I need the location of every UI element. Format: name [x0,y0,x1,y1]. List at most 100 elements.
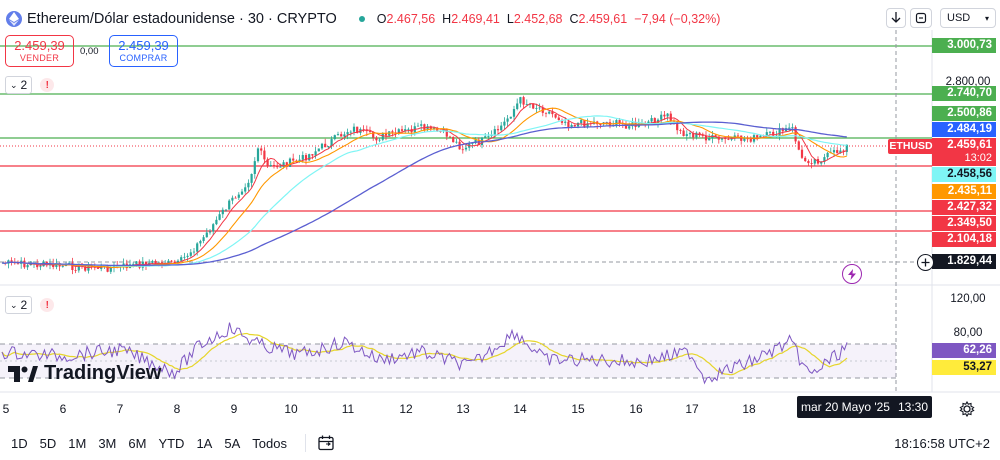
price-axis-label: 13:02 [932,151,996,166]
timeframe-bar: 1D 5D 1M 3M 6M YTD 1A 5A Todos 18:16:58 UTC+2 [0,426,1000,460]
rsi-axis-tick: 120,00 [950,293,986,305]
toolbar-divider [304,434,306,452]
clock[interactable]: 18:16:58 UTC+2 [894,435,990,451]
timeframe-1m[interactable]: 1M [68,435,87,451]
candle-body [509,116,512,119]
candle-body [532,103,535,109]
price-axis-label: 3.000,73 [932,38,996,53]
warning-icon[interactable]: ! [40,78,55,92]
candle-body [39,266,42,268]
timeframe-ytd[interactable]: YTD [158,435,185,451]
rsi-indicator-count: 2 [20,298,28,312]
candle-body [455,141,458,143]
symbol-title[interactable]: Ethereum/Dólar estadounidense · 30 · CRY… [27,11,337,27]
candle-body [445,128,448,137]
candle-body [807,161,810,164]
time-axis-tick: 5 [2,402,10,416]
candle-body [202,237,205,241]
candle-body [650,118,653,122]
timeframe-5d[interactable]: 5D [39,435,57,451]
candle-body [308,154,311,161]
candle-body [381,133,384,140]
rsi-ma-line [1,332,848,376]
candle-body [663,114,666,117]
candle-body [404,129,407,131]
candle-body [330,139,333,147]
candle-body [135,261,138,264]
candle-body [768,131,772,133]
candle-body [800,149,804,158]
download-arrow-icon[interactable] [886,8,906,28]
brand-name: TradingView [44,362,162,384]
candle-body [484,136,487,138]
timeframe-todos[interactable]: Todos [252,435,287,451]
candle-body [695,132,698,138]
timeframe-1d[interactable]: 1D [11,435,28,451]
candle-body [772,131,775,136]
ohlc-high-value: 2.469,41 [451,12,500,26]
candle-body [669,113,672,121]
candle-body [173,261,176,264]
candle-body [442,128,445,132]
timeframe-1a[interactable]: 1A [196,435,213,451]
price-change: −7,94 (−0,32%) [634,12,721,26]
candle-body [586,123,589,127]
timeframe-5a[interactable]: 5A [224,435,241,451]
candle-body [170,260,173,262]
candle-body [416,125,420,127]
rsi-indicators-toggle[interactable]: ⌄ 2 ! [5,296,55,314]
candle-body [599,124,602,125]
ma-long-line [1,121,847,267]
sell-button[interactable]: 2.459,39 VENDER [5,35,74,67]
candle-body [212,224,215,232]
candle-body [61,266,64,267]
candle-body [724,137,727,139]
candle-body [464,147,468,150]
candle-body [746,138,749,140]
timeframe-3m[interactable]: 3M [98,435,117,451]
add-alert-plus-icon[interactable] [917,254,934,271]
candle-body [279,166,282,168]
date-range-calendar-icon[interactable] [316,433,336,453]
warning-icon[interactable]: ! [40,298,55,312]
candle-body [23,260,26,268]
candle-body [26,265,29,268]
price-indicators-toggle[interactable]: ⌄ 2 ! [5,76,55,94]
ohlc-open-label: O [376,12,387,26]
candle-body [263,150,266,160]
candle-body [496,129,500,131]
ohlc-open-value: 2.467,56 [386,12,436,26]
candle-body [304,155,308,161]
tradingview-logo-icon [8,365,38,382]
candle-body [714,135,717,137]
time-axis-tick: 10 [284,402,298,416]
candle-body [778,128,781,136]
candle-body [349,131,352,133]
candle-body [272,165,276,166]
candle-body [154,260,157,265]
tradingview-logo[interactable]: TradingView [8,362,161,385]
timeframe-6m[interactable]: 6M [128,435,147,451]
candle-body [266,159,269,167]
buy-button[interactable]: 2.459,39 COMPRAR [109,35,178,67]
chevron-down-icon: ⌄ [10,79,18,90]
lightning-event-icon[interactable] [842,264,862,284]
candle-body [493,129,496,135]
ohlc-close-value: 2.459,61 [578,12,628,26]
candle-body [276,165,279,168]
candle-body [580,119,583,123]
candle-body [535,107,538,109]
candle-body [711,135,714,139]
candle-body [391,131,394,133]
candle-body [247,182,250,188]
candle-body [10,260,13,262]
time-axis-tick: 17 [685,402,699,416]
buy-price: 2.459,39 [118,38,169,53]
currency-select[interactable]: USD ▾ [940,8,996,28]
candle-body [317,148,320,152]
candle-body [285,162,288,167]
candle-body [215,219,218,225]
auto-scale-icon[interactable] [910,8,932,28]
settings-gear-icon[interactable] [959,400,975,418]
